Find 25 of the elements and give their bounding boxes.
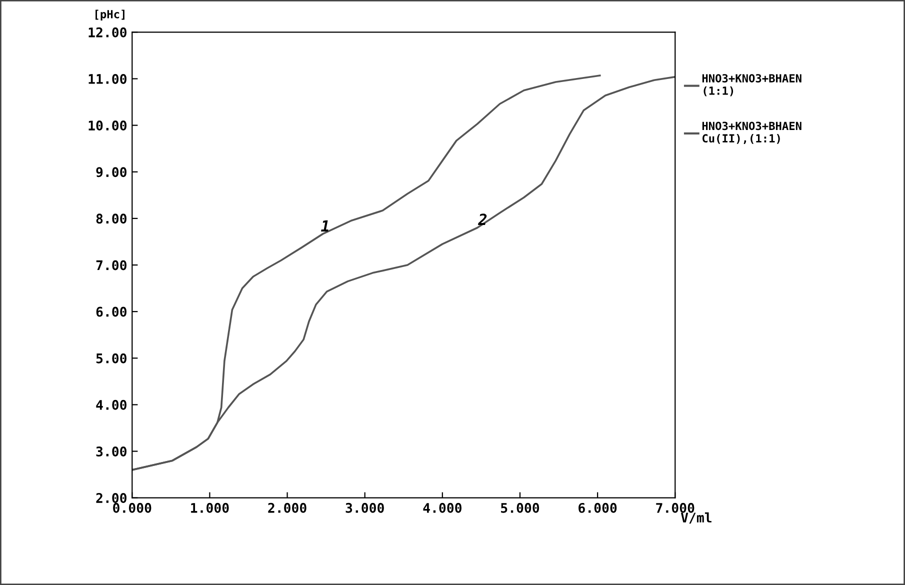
y-tick-label: 10.00: [88, 120, 126, 131]
annotation: 1: [321, 220, 328, 232]
legend-label: HNO3+KNO3+BHAEN Cu(II),(1:1): [702, 122, 802, 144]
y-tick-label: 3.00: [96, 446, 126, 456]
y-tick-label: 2.00: [96, 493, 126, 504]
x-tick-label: 1.000: [191, 502, 229, 513]
y-tick-label: 9.00: [96, 167, 126, 178]
x-tick-label: 5.000: [501, 502, 540, 513]
y-tick-label: 4.00: [96, 400, 126, 410]
x-tick-label: 4.000: [423, 502, 462, 513]
y-tick-label: 12.00: [88, 27, 126, 38]
x-tick-label: 0.000: [113, 502, 152, 513]
y-tick-label: 6.00: [96, 306, 126, 317]
x-axis-title: V/ml: [680, 512, 712, 524]
y-tick-label: 5.00: [96, 353, 126, 364]
legend-label: HNO3+KNO3+BHAEN (1:1): [702, 74, 802, 96]
y-tick-label: 11.00: [88, 74, 126, 84]
annotation: 2: [478, 214, 487, 225]
x-tick-label: 6.000: [578, 502, 617, 513]
y-tick-label: 7.00: [96, 260, 126, 270]
y-axis-title: [pHc]: [96, 10, 124, 21]
y-tick-label: 8.00: [96, 214, 126, 224]
x-tick-label: 2.000: [268, 502, 306, 513]
x-tick-label: 3.000: [346, 502, 384, 513]
x-tick-label: 7.000: [656, 502, 694, 513]
